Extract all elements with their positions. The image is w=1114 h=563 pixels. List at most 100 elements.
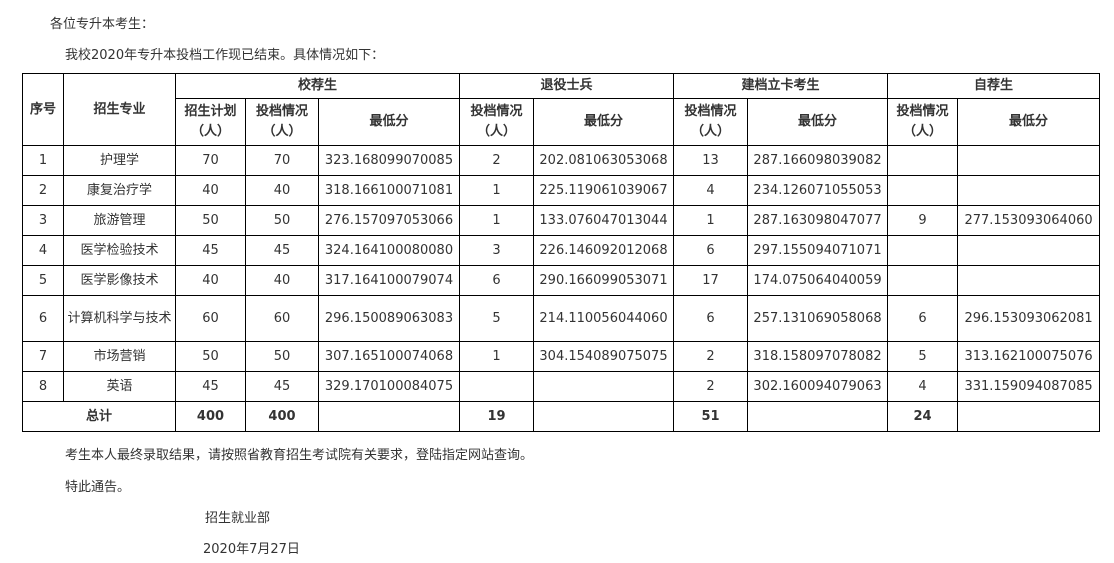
cell-poor-filed: 1 [673,205,749,236]
cell-poor-min: 174.075064040059 [747,265,889,296]
cell-min: 307.165100074068 [318,341,460,372]
table-row: 5 医学影像技术 40 40 317.164100079074 6 290.16609905… [22,265,1101,296]
header-min-score: 最低分 [532,98,675,146]
total-empty [747,401,889,432]
header-filed: 投档情况（人） [245,98,319,146]
cell-major: 康复治疗学 [63,175,176,206]
header-filed: 投档情况（人） [887,98,959,146]
table-row: 2 康复治疗学 40 40 318.166100071081 1 225.119061039… [22,175,1101,206]
total-label: 总计 [22,401,176,432]
header-plan: 招生计划（人） [175,98,246,146]
cell-seq: 5 [22,265,64,296]
cell-self-filed: 4 [887,371,959,402]
cell-plan: 70 [175,145,246,176]
total-empty [532,401,675,432]
header-major: 招生专业 [63,73,176,146]
cell-plan: 40 [175,265,246,296]
total-filed: 400 [245,401,319,432]
cell-poor-min: 287.163098047077 [747,205,889,236]
cell-poor-filed: 2 [673,341,749,372]
cell-filed: 70 [245,145,319,176]
table-row: 7 市场营销 50 50 307.165100074068 1 304.1540890750… [22,341,1101,372]
cell-min: 318.166100071081 [318,175,460,206]
cell-filed: 40 [245,265,319,296]
cell-major: 护理学 [63,145,176,176]
date: 2020年7月27日 [203,542,300,557]
cell-plan: 60 [175,295,246,342]
cell-self-filed [887,175,959,206]
intro-text: 我校2020年专升本投档工作现已结束。具体情况如下： [65,48,385,63]
notice-text: 考生本人最终录取结果，请按照省教育招生考试院有关要求，登陆指定网站查询。 [65,448,534,463]
cell-poor-filed: 13 [673,145,749,176]
cell-poor-min: 234.126071055053 [747,175,889,206]
cell-self-min [957,235,1101,266]
header-seq: 序号 [22,73,64,146]
admission-results-table: 序号 招生专业 校荐生 退役士兵 建档立卡考生 自荐生 招生计划（人） 投档情况… [22,73,1101,432]
header-group-self: 自荐生 [887,73,1101,99]
header-min-score: 最低分 [318,98,460,146]
cell-plan: 40 [175,175,246,206]
signature: 招生就业部 [205,511,271,526]
total-poor-filed: 51 [673,401,749,432]
cell-self-min [957,145,1101,176]
header-filed: 投档情况（人） [459,98,534,146]
cell-major: 医学影像技术 [63,265,176,296]
cell-seq: 6 [22,295,64,342]
cell-vet-min: 214.110056044060 [532,295,675,342]
cell-vet-min: 202.081063053068 [532,145,675,176]
cell-poor-min: 318.158097078082 [747,341,889,372]
cell-seq: 2 [22,175,64,206]
header-group-veterans: 退役士兵 [458,73,675,99]
cell-min: 324.164100080080 [318,235,460,266]
cell-plan: 50 [175,205,246,236]
header-min-score: 最低分 [957,98,1101,146]
cell-min: 276.157097053066 [318,205,460,236]
table-row: 1 护理学 70 70 323.168099070085 2 202.08106305306… [22,145,1101,176]
cell-vet-filed: 2 [459,145,534,176]
total-plan: 400 [175,401,246,432]
cell-vet-filed: 1 [459,205,534,236]
cell-vet-min: 304.154089075075 [532,341,675,372]
total-empty [957,401,1101,432]
cell-filed: 40 [245,175,319,206]
cell-poor-filed: 2 [673,371,749,402]
cell-self-min: 313.162100075076 [957,341,1101,372]
cell-vet-min: 290.166099053071 [532,265,675,296]
cell-major: 医学检验技术 [63,235,176,266]
cell-seq: 4 [22,235,64,266]
cell-major: 英语 [63,371,176,402]
cell-filed: 45 [245,235,319,266]
cell-filed: 60 [245,295,319,342]
cell-self-min [957,175,1101,206]
cell-self-min: 277.153093064060 [957,205,1101,236]
cell-self-filed [887,145,959,176]
header-min-score: 最低分 [747,98,889,146]
cell-self-filed [887,265,959,296]
header-group-school: 校荐生 [175,73,460,99]
table-row: 4 医学检验技术 45 45 324.164100080080 3 226.14609201… [22,235,1101,266]
closing-text: 特此通告。 [65,480,131,495]
cell-major: 计算机科学与技术 [63,295,176,342]
header-filed: 投档情况（人） [673,98,749,146]
cell-vet-filed [459,371,534,402]
cell-seq: 8 [22,371,64,402]
cell-plan: 45 [175,371,246,402]
cell-vet-min: 133.076047013044 [532,205,675,236]
cell-min: 317.164100079074 [318,265,460,296]
cell-filed: 50 [245,205,319,236]
cell-self-filed: 6 [887,295,959,342]
cell-poor-min: 287.166098039082 [747,145,889,176]
cell-vet-min: 226.146092012068 [532,235,675,266]
cell-seq: 3 [22,205,64,236]
cell-poor-min: 297.155094071071 [747,235,889,266]
cell-vet-filed: 1 [459,175,534,206]
cell-poor-filed: 4 [673,175,749,206]
cell-seq: 1 [22,145,64,176]
greeting: 各位专升本考生： [50,17,155,32]
cell-plan: 45 [175,235,246,266]
total-empty [318,401,460,432]
cell-vet-filed: 6 [459,265,534,296]
header-group-poverty: 建档立卡考生 [673,73,889,99]
cell-self-min: 331.159094087085 [957,371,1101,402]
cell-min: 323.168099070085 [318,145,460,176]
